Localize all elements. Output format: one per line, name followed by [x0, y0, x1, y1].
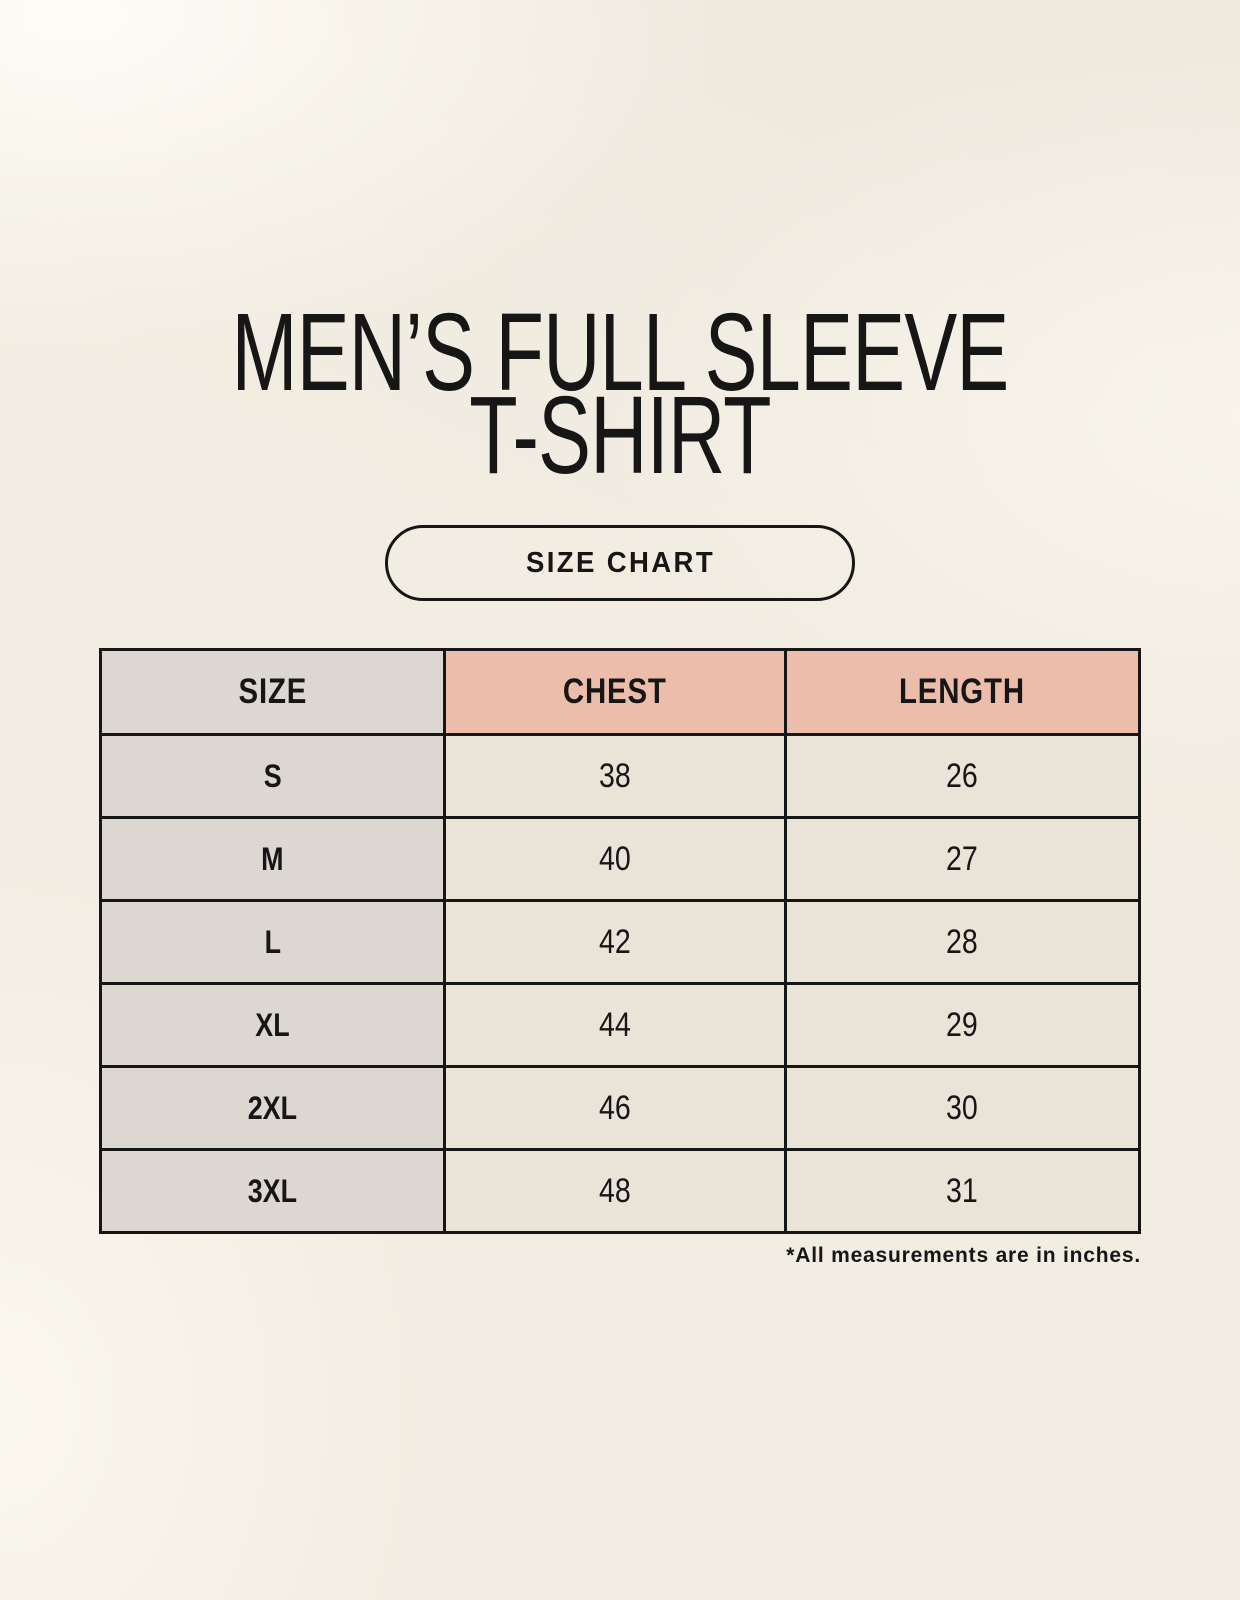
cell-text: 26 — [946, 756, 979, 795]
column-header-size: SIZE — [99, 648, 446, 736]
page-title-line-1: MEN’S FULL SLEEVE — [231, 291, 1009, 414]
size-cell: M — [99, 816, 446, 902]
cell-text: 27 — [946, 839, 979, 878]
cell-text: 3XL — [247, 1172, 298, 1209]
value-cell: 30 — [783, 1065, 1142, 1151]
value-cell: 40 — [442, 816, 787, 902]
footnote-container: *All measurements are in inches. — [99, 1244, 1141, 1268]
cell-text: M — [261, 840, 284, 877]
page-title-line-2: T-SHIRT — [469, 373, 771, 497]
size-cell: 3XL — [99, 1148, 446, 1234]
size-cell: L — [99, 899, 446, 985]
column-header-chest-label: CHEST — [562, 672, 667, 711]
cell-text: 46 — [598, 1088, 631, 1127]
cell-text: 31 — [946, 1171, 979, 1210]
value-cell: 44 — [442, 982, 787, 1068]
value-cell: 26 — [783, 733, 1142, 819]
value-cell: 48 — [442, 1148, 787, 1234]
value-cell: 31 — [783, 1148, 1142, 1234]
cell-text: 40 — [598, 839, 631, 878]
size-chart-button-label: SIZE CHART — [525, 546, 715, 579]
cell-text: L — [264, 923, 281, 960]
table-row: 3XL 48 31 — [99, 1148, 1142, 1234]
table-header-row: SIZE CHEST LENGTH — [99, 648, 1142, 736]
cell-text: 48 — [598, 1171, 631, 1210]
measurement-note: *All measurements are in inches. — [786, 1244, 1141, 1267]
cell-text: 29 — [946, 1005, 979, 1044]
value-cell: 38 — [442, 733, 787, 819]
value-cell: 28 — [783, 899, 1142, 985]
value-cell: 29 — [783, 982, 1142, 1068]
table-row: XL 44 29 — [99, 982, 1142, 1068]
size-cell: XL — [99, 982, 446, 1068]
size-table: SIZE CHEST LENGTH S 38 26 M 40 27 L 42 28 XL 44 29 2… — [99, 648, 1142, 1234]
cell-text: XL — [255, 1006, 290, 1043]
column-header-length: LENGTH — [783, 648, 1142, 736]
cell-text: 2XL — [247, 1089, 298, 1126]
table-row: L 42 28 — [99, 899, 1142, 985]
size-table-body: S 38 26 M 40 27 L 42 28 XL 44 29 2XL 46 30 3XL 48 31 — [99, 733, 1142, 1234]
value-cell: 27 — [783, 816, 1142, 902]
value-cell: 42 — [442, 899, 787, 985]
cell-text: 28 — [946, 922, 979, 961]
column-header-size-label: SIZE — [238, 672, 307, 711]
size-cell: 2XL — [99, 1065, 446, 1151]
table-row: 2XL 46 30 — [99, 1065, 1142, 1151]
size-cell: S — [99, 733, 446, 819]
column-header-chest: CHEST — [442, 648, 787, 736]
cell-text: S — [263, 757, 282, 794]
column-header-length-label: LENGTH — [899, 672, 1026, 711]
cell-text: 38 — [598, 756, 631, 795]
size-chart-button[interactable]: SIZE CHART — [385, 525, 855, 601]
table-row: S 38 26 — [99, 733, 1142, 819]
value-cell: 46 — [442, 1065, 787, 1151]
cell-text: 44 — [598, 1005, 631, 1044]
cell-text: 42 — [598, 922, 631, 961]
page-title: MEN’S FULL SLEEVE T-SHIRT — [174, 0, 1067, 497]
table-row: M 40 27 — [99, 816, 1142, 902]
size-chart-button-container: SIZE CHART — [0, 525, 1240, 601]
cell-text: 30 — [946, 1088, 979, 1127]
